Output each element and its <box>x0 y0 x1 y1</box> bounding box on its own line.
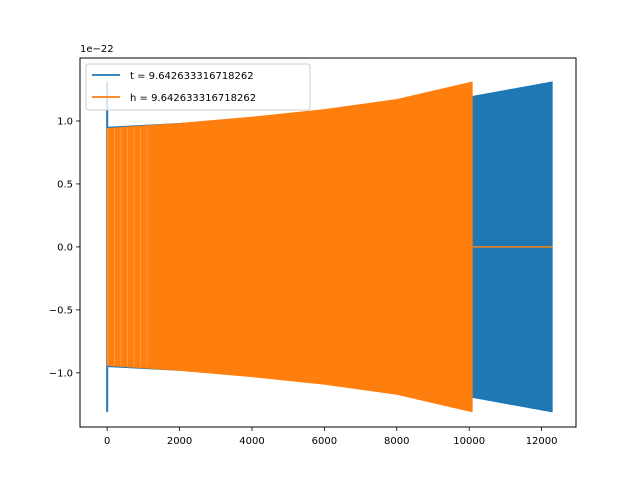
x-tick-label: 8000 <box>384 436 409 447</box>
y-offset-label: 1e−22 <box>80 44 114 55</box>
x-tick-label: 6000 <box>312 436 337 447</box>
legend: t = 9.642633316718262 h = 9.642633316718… <box>85 63 311 111</box>
plot-frame <box>79 57 577 428</box>
y-tick-label: 0.5 <box>57 179 73 190</box>
x-tick-label: 4000 <box>239 436 264 447</box>
y-tick-label: 1.0 <box>57 116 73 127</box>
series-2-line <box>106 81 553 413</box>
y-tick-label: −1.0 <box>49 368 73 379</box>
x-tick-label: 12000 <box>526 436 558 447</box>
legend-box <box>85 63 311 111</box>
series-2-band <box>106 81 473 413</box>
plot-area <box>106 81 553 413</box>
y-tick-label: −0.5 <box>49 305 73 316</box>
y-axis: −1.0 −0.5 0.0 0.5 1.0 <box>49 116 80 379</box>
x-tick-label: 0 <box>104 436 110 447</box>
legend-label-series-1: t = 9.642633316718262 <box>130 71 254 82</box>
y-tick-label: 0.0 <box>57 242 73 253</box>
x-axis: 0 2000 4000 6000 8000 10000 12000 <box>104 427 558 447</box>
x-tick-label: 10000 <box>453 436 485 447</box>
legend-label-series-2: h = 9.642633316718262 <box>130 93 256 104</box>
x-tick-label: 2000 <box>167 436 192 447</box>
